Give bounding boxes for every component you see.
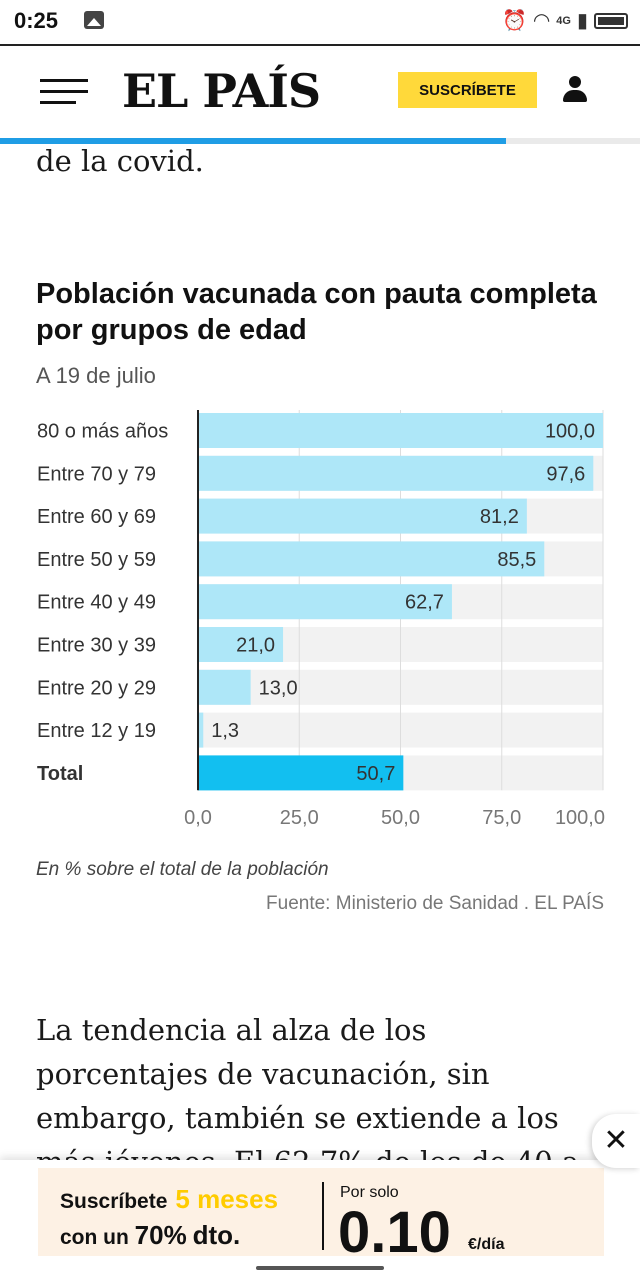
gallery-icon (84, 11, 104, 29)
signal-icon: ▮ (576, 10, 588, 32)
status-divider (0, 44, 640, 46)
bar (198, 498, 527, 534)
bar (198, 541, 545, 577)
promo-price: 0.10 (338, 1200, 451, 1265)
article-intro-text: de la covid. (36, 144, 204, 178)
promo-price-unit: €/día (468, 1236, 505, 1253)
category-label: Entre 70 y 79 (37, 463, 156, 485)
chart-title: Población vacunada con pauta completa po… (36, 278, 597, 346)
bar (198, 627, 284, 662)
chart-subtitle: A 19 de julio (36, 363, 156, 388)
value-label: 81,2 (480, 506, 519, 528)
bar (198, 669, 251, 705)
promo-months: 5 meses (175, 1184, 279, 1214)
value-label: 97,6 (546, 463, 585, 485)
category-label: Entre 60 y 69 (37, 506, 156, 528)
category-label: Entre 12 y 19 (37, 720, 156, 742)
value-label: 62,7 (405, 592, 444, 614)
close-banner-button[interactable]: ✕ (592, 1114, 640, 1168)
network-label: 4G (556, 14, 571, 27)
value-label: 13,0 (259, 677, 298, 699)
value-label: 50,7 (356, 763, 395, 785)
promo-discount-suffix: dto. (192, 1220, 241, 1250)
bar (198, 584, 452, 620)
chart-note: En % sobre el total de la población (36, 859, 329, 880)
value-label: 100,0 (545, 421, 595, 443)
category-label: Entre 30 y 39 (37, 635, 156, 657)
x-tick-label: 0,0 (184, 807, 212, 829)
value-label: 21,0 (236, 635, 275, 657)
x-tick-label: 100,0 (555, 807, 605, 829)
category-label: Total (37, 763, 83, 785)
bar (198, 755, 404, 791)
subscribe-button[interactable]: SUSCRÍBETE (398, 72, 537, 108)
category-label: Entre 40 y 49 (37, 592, 156, 614)
site-logo[interactable]: EL PAÍS (122, 64, 321, 118)
promo-headline: Suscríbete 5 meses (60, 1184, 278, 1215)
x-tick-label: 50,0 (381, 807, 420, 829)
user-icon[interactable] (561, 76, 589, 104)
bar (198, 455, 594, 491)
promo-content[interactable]: Suscríbete 5 meses con un 70% dto. Por so… (38, 1168, 604, 1262)
x-tick-label: 25,0 (280, 807, 319, 829)
battery-icon (594, 12, 628, 29)
home-indicator[interactable] (256, 1266, 384, 1270)
chart-source: Fuente: Ministerio de Sanidad . EL PAÍS (266, 893, 604, 914)
category-label: 80 o más años (37, 421, 168, 443)
category-label: Entre 20 y 29 (37, 677, 156, 699)
bar (198, 413, 603, 448)
category-label: Entre 50 y 59 (37, 549, 156, 571)
system-icons: ⏰ ◠ 4G ▮ (502, 8, 628, 33)
value-label: 85,5 (497, 549, 536, 571)
x-tick-label: 75,0 (482, 807, 521, 829)
bar (198, 712, 204, 748)
system-nav-bar (0, 1256, 640, 1280)
promo-price-label: Por solo (340, 1184, 399, 1201)
promo-subscribe-text: Suscríbete (60, 1190, 168, 1213)
reading-progress-fill (0, 138, 506, 144)
reading-progress-bar (0, 138, 640, 144)
promo-discount-prefix: con un (60, 1226, 129, 1249)
alarm-icon: ⏰ (501, 10, 527, 32)
promo-banner[interactable]: Suscríbete 5 meses con un 70% dto. Por so… (0, 1160, 640, 1262)
wifi-icon: ◠ (532, 10, 551, 32)
promo-discount: con un 70% dto. (60, 1220, 240, 1251)
status-time: 0:25 (14, 8, 59, 33)
bar-chart: 80 o más años 100,0 Entre 70 y 79 97,6 Entre… (37, 410, 605, 829)
promo-discount-value: 70% (134, 1220, 187, 1250)
site-header: EL PAÍS SUSCRÍBETE (0, 46, 640, 138)
article-paragraph: La tendencia al alza de los porcentajes … (36, 1013, 579, 1179)
value-label: 1,3 (211, 720, 239, 742)
promo-divider (322, 1182, 324, 1250)
menu-icon[interactable] (40, 79, 88, 105)
status-bar: 0:25 ⏰ ◠ 4G ▮ (0, 0, 640, 44)
